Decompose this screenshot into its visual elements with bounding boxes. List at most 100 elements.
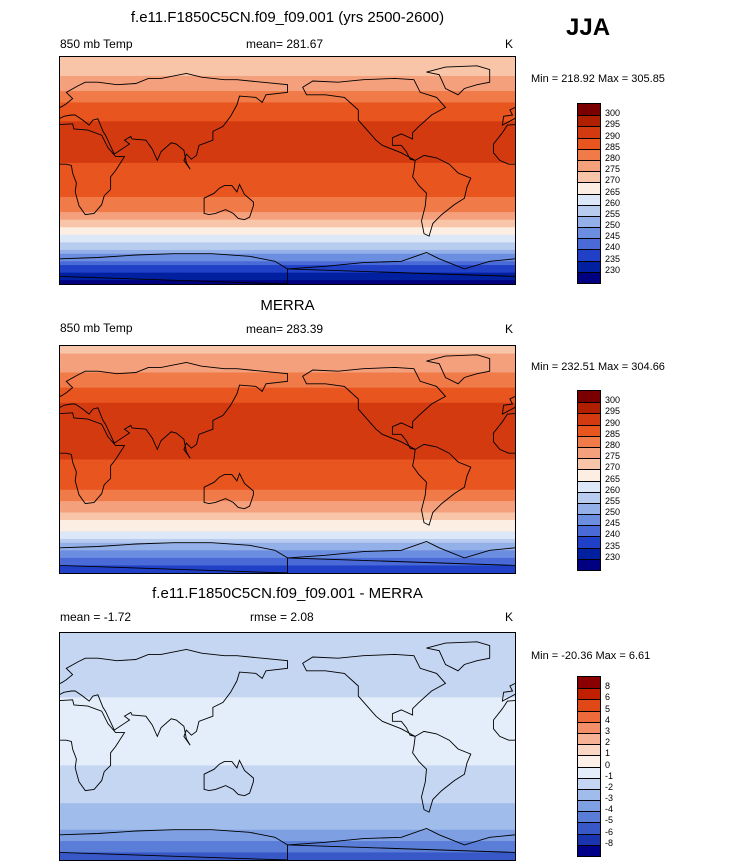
continent-outline (412, 154, 472, 237)
colorbar-tick-label: -6 (605, 826, 614, 837)
field-band (60, 708, 515, 714)
colorbar-tick-label: 290 (605, 417, 621, 428)
field-band (60, 215, 515, 221)
colorbar-segment (578, 193, 600, 205)
colorbar-tick-label: 3 (605, 725, 611, 736)
colorbar-tick-label: 255 (605, 208, 621, 219)
field-band (60, 482, 515, 487)
colorbar-tick-label: 300 (605, 108, 621, 119)
field-band (60, 391, 515, 396)
field-band (60, 196, 515, 202)
continent-outline (60, 829, 288, 860)
field-band (60, 746, 515, 751)
field-band (60, 257, 515, 262)
field-band (60, 162, 515, 168)
colorbar-segment (578, 458, 600, 470)
colorbar-segment (578, 204, 600, 216)
field-band (60, 803, 515, 808)
colorbar-tick-label: -8 (605, 837, 614, 848)
continent-outline (426, 65, 491, 96)
colorbar-segment (578, 137, 600, 149)
continent-outline (60, 361, 288, 459)
field-band (60, 459, 515, 464)
field-band (60, 738, 515, 744)
field-band (60, 742, 515, 748)
field-band (60, 822, 515, 827)
field-band (60, 463, 515, 468)
panel-1-variable-label: 850 mb Temp (60, 37, 133, 51)
field-band (60, 204, 515, 209)
field-band (60, 425, 515, 430)
field-band (60, 720, 515, 725)
colorbar-segment (578, 413, 600, 425)
field-band (60, 387, 515, 392)
field-band (60, 655, 515, 661)
continent-outline (60, 123, 126, 216)
colorbar-segment (578, 514, 600, 526)
field-band (60, 810, 515, 816)
panel-1-field (60, 57, 515, 284)
colorbar-segment (578, 699, 600, 711)
colorbar-segment (578, 271, 600, 283)
colorbar-tick-label: 235 (605, 540, 621, 551)
field-band (60, 68, 515, 73)
colorbar-segment (578, 227, 600, 239)
field-band (60, 193, 515, 198)
field-band (60, 765, 515, 770)
field-band (60, 788, 515, 793)
field-band (60, 249, 515, 255)
field-band (60, 723, 515, 729)
field-band (60, 121, 515, 126)
field-band (60, 238, 515, 243)
field-band (60, 436, 515, 442)
field-band (60, 485, 515, 491)
field-band (60, 189, 515, 194)
field-band (60, 455, 515, 461)
field-band (60, 227, 515, 232)
colorbar-segment (578, 710, 600, 722)
continent-outline (412, 730, 472, 813)
colorbar-segment (578, 536, 600, 548)
panel-2-title: MERRA (260, 297, 315, 314)
continent-outline (60, 253, 288, 284)
colorbar-tick-label: 280 (605, 439, 621, 450)
field-band (60, 538, 515, 544)
colorbar-segment (578, 558, 600, 570)
field-band (60, 697, 515, 702)
colorbar-segment (578, 391, 600, 403)
colorbar-tick-label: 250 (605, 507, 621, 518)
colorbar-segment (578, 502, 600, 515)
field-band (60, 440, 515, 445)
field-band (60, 181, 515, 187)
field-band (60, 433, 515, 438)
field-band (60, 353, 515, 358)
colorbar-tick-label: 275 (605, 451, 621, 462)
colorbar-segment (578, 755, 600, 767)
field-band (60, 94, 515, 100)
continent-outline (60, 412, 126, 505)
field-band (60, 685, 515, 691)
field-band (60, 837, 515, 842)
colorbar-segment (578, 148, 600, 160)
colorbar-segment (578, 822, 600, 834)
field-band (60, 361, 515, 366)
field-band (60, 829, 515, 835)
panel-2-mean-label: mean= 283.39 (246, 322, 324, 336)
panel-1-minmax: Min = 218.92 Max = 305.85 (531, 73, 665, 85)
field-band (60, 814, 515, 819)
field-band (60, 151, 515, 156)
colorbar-tick-label: 250 (605, 220, 621, 231)
field-band (60, 512, 515, 517)
field-band (60, 128, 515, 134)
field-band (60, 508, 515, 514)
field-band (60, 693, 515, 698)
field-band (60, 265, 515, 270)
field-band (60, 380, 515, 385)
field-band (60, 754, 515, 759)
field-band (60, 60, 515, 66)
colorbar-segment (578, 491, 600, 503)
field-band (60, 667, 515, 672)
colorbar-segment (578, 800, 600, 812)
field-band (60, 640, 515, 645)
field-band (60, 91, 515, 96)
